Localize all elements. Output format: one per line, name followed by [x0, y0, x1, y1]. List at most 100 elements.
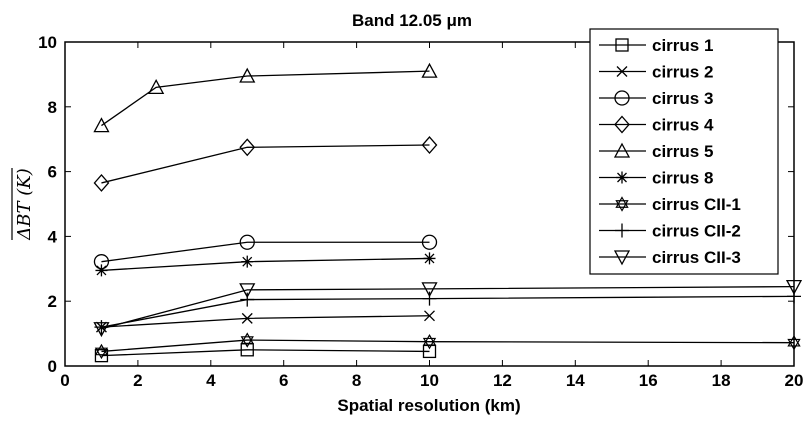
series-line: [101, 349, 430, 357]
legend-item: cirrus 4: [599, 116, 714, 135]
data-point-marker: [424, 310, 435, 322]
hexagram-part: [422, 334, 437, 346]
data-point-marker: [421, 62, 438, 78]
series-line: [101, 144, 430, 184]
x-axis-label: Spatial resolution (km): [337, 396, 520, 415]
data-point-marker: [785, 279, 803, 295]
data-point-marker: [93, 322, 110, 338]
series-line: [101, 285, 795, 330]
x-tick-label: 6: [279, 371, 288, 390]
legend-label: cirrus 4: [652, 116, 714, 135]
data-point-marker: [239, 67, 256, 83]
x-tick-label: 2: [133, 371, 142, 390]
data-point-marker: [421, 234, 438, 250]
chart-title: Band 12.05 μm: [352, 11, 472, 30]
data-point-marker: [94, 343, 109, 360]
legend-label: cirrus CII-2: [652, 222, 741, 241]
legend-label: cirrus 3: [652, 89, 713, 108]
hexagram-part: [240, 332, 254, 344]
y-tick-label: 10: [38, 33, 57, 52]
series-cirrus-8: [95, 252, 436, 277]
data-point-marker: [615, 38, 629, 52]
data-point-marker: [94, 348, 109, 363]
legend-label: cirrus 2: [652, 63, 713, 82]
hexagram-part: [240, 336, 254, 348]
x-tick-label: 4: [206, 371, 216, 390]
data-point-marker: [614, 90, 630, 106]
data-point-marker: [613, 250, 631, 266]
legend-item: cirrus CII-2: [599, 222, 741, 241]
y-axis-label: ΔBT (K): [11, 168, 35, 241]
data-point-marker: [239, 283, 256, 299]
legend-label: cirrus CII-1: [652, 195, 741, 214]
legend-label: cirrus 8: [652, 169, 713, 188]
x-tick-label: 14: [566, 371, 585, 390]
data-point-marker: [422, 334, 437, 350]
x-tick-label: 8: [352, 371, 361, 390]
legend-item: cirrus 8: [599, 169, 713, 188]
series-cirrus-5: [93, 62, 438, 133]
data-point-marker: [93, 117, 110, 133]
series-cirrus-2: [95, 310, 435, 333]
data-point-marker: [616, 171, 628, 184]
data-point-marker: [422, 291, 437, 306]
data-point-marker: [787, 289, 801, 304]
data-point-marker: [241, 312, 253, 324]
series-cirrus-cii-2: [94, 289, 801, 335]
x-tick-label: 0: [60, 371, 69, 390]
hexagram-part: [94, 347, 109, 360]
data-point-marker: [613, 142, 631, 158]
y-tick-label: 4: [48, 227, 58, 246]
x-tick-label: 18: [712, 371, 731, 390]
data-point-marker: [240, 332, 254, 348]
series-cirrus-cii-1: [94, 332, 801, 360]
legend-item: cirrus 5: [599, 142, 713, 161]
data-point-marker: [239, 234, 255, 250]
legend-item: cirrus CII-3: [599, 248, 741, 267]
hexagram-part: [422, 337, 437, 350]
legend-item: cirrus 1: [599, 36, 713, 55]
data-point-marker: [239, 138, 256, 157]
data-point-marker: [616, 66, 628, 77]
y-tick-label: 8: [48, 98, 57, 117]
hexagram-part: [94, 343, 109, 356]
x-tick-label: 20: [785, 371, 804, 390]
data-point-marker: [787, 334, 801, 351]
legend-item: cirrus CII-1: [599, 195, 741, 214]
series-cirrus-3: [93, 234, 438, 270]
x-tick-label: 16: [639, 371, 658, 390]
legend-item: cirrus 3: [599, 89, 713, 108]
data-point-marker: [421, 282, 438, 298]
data-point-marker: [614, 115, 630, 134]
series-cirrus-4: [93, 136, 438, 192]
data-point-marker: [241, 255, 254, 268]
series-line: [101, 295, 795, 328]
y-tick-label: 0: [48, 357, 57, 376]
legend-label: cirrus 1: [652, 36, 713, 55]
data-point-marker: [421, 136, 438, 155]
data-point-marker: [95, 264, 108, 277]
series-line: [101, 70, 430, 127]
x-tick-label: 10: [420, 371, 439, 390]
hexagram-part: [787, 338, 801, 351]
x-tick-label: 12: [493, 371, 512, 390]
hexagram-part: [615, 196, 629, 208]
legend-item: cirrus 2: [599, 63, 713, 82]
y-tick-label: 2: [48, 292, 57, 311]
data-point-marker: [423, 252, 436, 265]
hexagram-part: [787, 334, 801, 347]
data-point-marker: [148, 78, 165, 95]
hexagram-part: [615, 200, 629, 212]
series-line: [101, 241, 430, 263]
series-cirrus-1: [94, 343, 437, 363]
series-cirrus-cii-3: [93, 279, 803, 338]
y-tick-label: 6: [48, 163, 57, 182]
legend: cirrus 1 cirrus 2 cirrus 3 cirrus 4 cirrus 5…: [589, 28, 779, 275]
legend-label: cirrus CII-3: [652, 248, 741, 267]
y-axis-label-text: ΔBT (K): [14, 168, 35, 240]
data-point-marker: [240, 292, 255, 307]
legend-label: cirrus 5: [652, 142, 713, 161]
data-point-marker: [615, 196, 629, 212]
data-point-marker: [93, 173, 110, 192]
